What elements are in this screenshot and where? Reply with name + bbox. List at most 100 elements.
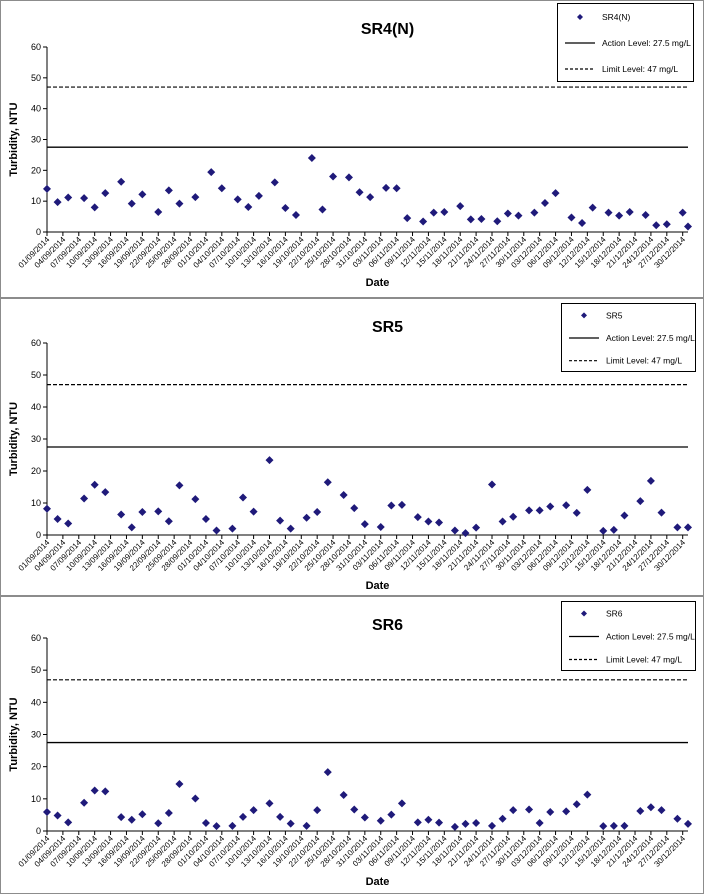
data-point: [583, 790, 592, 799]
data-point: [228, 524, 237, 533]
data-point: [456, 202, 465, 211]
data-point: [127, 815, 136, 824]
legend-label: Action Level: 27.5 mg/L: [606, 333, 695, 343]
legend-label: Limit Level: 47 mg/L: [602, 64, 678, 74]
data-point: [90, 203, 99, 212]
data-point: [641, 211, 650, 220]
data-point: [201, 515, 210, 523]
y-axis-title: Turbidity, NTU: [8, 402, 20, 476]
data-point: [662, 220, 671, 229]
data-point: [323, 768, 332, 777]
data-point: [127, 523, 136, 532]
data-point: [652, 221, 661, 230]
chart-title: SR4(N): [361, 21, 414, 38]
y-tick-label: 30: [31, 135, 41, 145]
data-point: [350, 504, 359, 513]
y-tick-label: 10: [31, 196, 41, 206]
data-point: [201, 818, 210, 827]
data-point: [101, 488, 110, 497]
y-tick-label: 50: [31, 665, 41, 675]
data-point: [599, 822, 608, 831]
data-point: [175, 780, 184, 789]
data-point: [435, 518, 444, 527]
y-tick-label: 50: [31, 370, 41, 380]
x-axis-title: Date: [366, 277, 390, 289]
data-point: [154, 507, 163, 516]
data-point: [588, 203, 597, 212]
data-point: [318, 205, 327, 214]
data-point: [154, 207, 163, 216]
data-point: [291, 211, 300, 220]
data-point: [684, 819, 692, 828]
data-point: [64, 818, 73, 827]
data-point: [450, 822, 459, 831]
legend-label: Action Level: 27.5 mg/L: [602, 38, 691, 48]
data-point: [138, 507, 147, 516]
data-point: [239, 493, 248, 502]
data-point: [657, 806, 666, 815]
data-point: [551, 189, 560, 198]
data-point: [503, 209, 512, 218]
data-point: [254, 191, 263, 200]
y-tick-label: 20: [31, 466, 41, 476]
data-point: [609, 525, 618, 534]
y-tick-label: 50: [31, 73, 41, 83]
legend-label: Limit Level: 47 mg/L: [606, 356, 682, 366]
y-tick-label: 30: [31, 434, 41, 444]
data-point: [546, 502, 555, 511]
data-point: [424, 517, 433, 526]
data-point: [397, 799, 406, 808]
data-point: [276, 516, 285, 525]
data-point: [429, 208, 438, 217]
data-point: [424, 815, 433, 824]
data-point: [117, 510, 126, 519]
data-point: [387, 810, 396, 819]
data-point: [684, 523, 692, 532]
y-axis-title: Turbidity, NTU: [8, 102, 20, 176]
data-point: [392, 184, 401, 193]
x-axis-title: Date: [366, 580, 390, 592]
data-point: [360, 520, 369, 529]
data-point: [620, 511, 629, 520]
data-point: [435, 818, 444, 827]
y-tick-label: 0: [36, 826, 41, 836]
data-point: [461, 819, 470, 828]
data-point: [286, 524, 295, 533]
legend-label: SR5: [606, 310, 623, 320]
data-point: [657, 508, 666, 517]
data-point: [360, 813, 369, 822]
data-point: [413, 513, 422, 522]
data-point: [578, 219, 587, 228]
data-point: [615, 211, 624, 220]
legend-marker: [577, 14, 583, 20]
data-point: [43, 808, 51, 817]
legend-label: SR4(N): [602, 12, 631, 22]
data-point: [127, 199, 136, 208]
data-point: [64, 519, 73, 528]
data-point: [599, 526, 608, 535]
data-point: [43, 184, 51, 193]
data-point: [138, 810, 147, 819]
data-point: [265, 456, 274, 465]
y-tick-label: 10: [31, 498, 41, 508]
data-point: [323, 478, 332, 487]
data-point: [419, 217, 428, 226]
data-point: [678, 208, 687, 217]
data-point: [228, 821, 237, 830]
data-point: [313, 806, 322, 815]
data-point: [64, 193, 73, 202]
data-point: [164, 517, 173, 526]
data-point: [461, 529, 470, 538]
data-point: [249, 806, 258, 815]
data-point: [43, 504, 51, 513]
data-point: [101, 189, 110, 198]
y-tick-label: 10: [31, 794, 41, 804]
data-point: [270, 178, 279, 187]
data-point: [154, 819, 163, 828]
data-point: [302, 513, 311, 522]
data-point: [244, 203, 253, 212]
data-point: [562, 501, 571, 510]
y-tick-label: 20: [31, 165, 41, 175]
